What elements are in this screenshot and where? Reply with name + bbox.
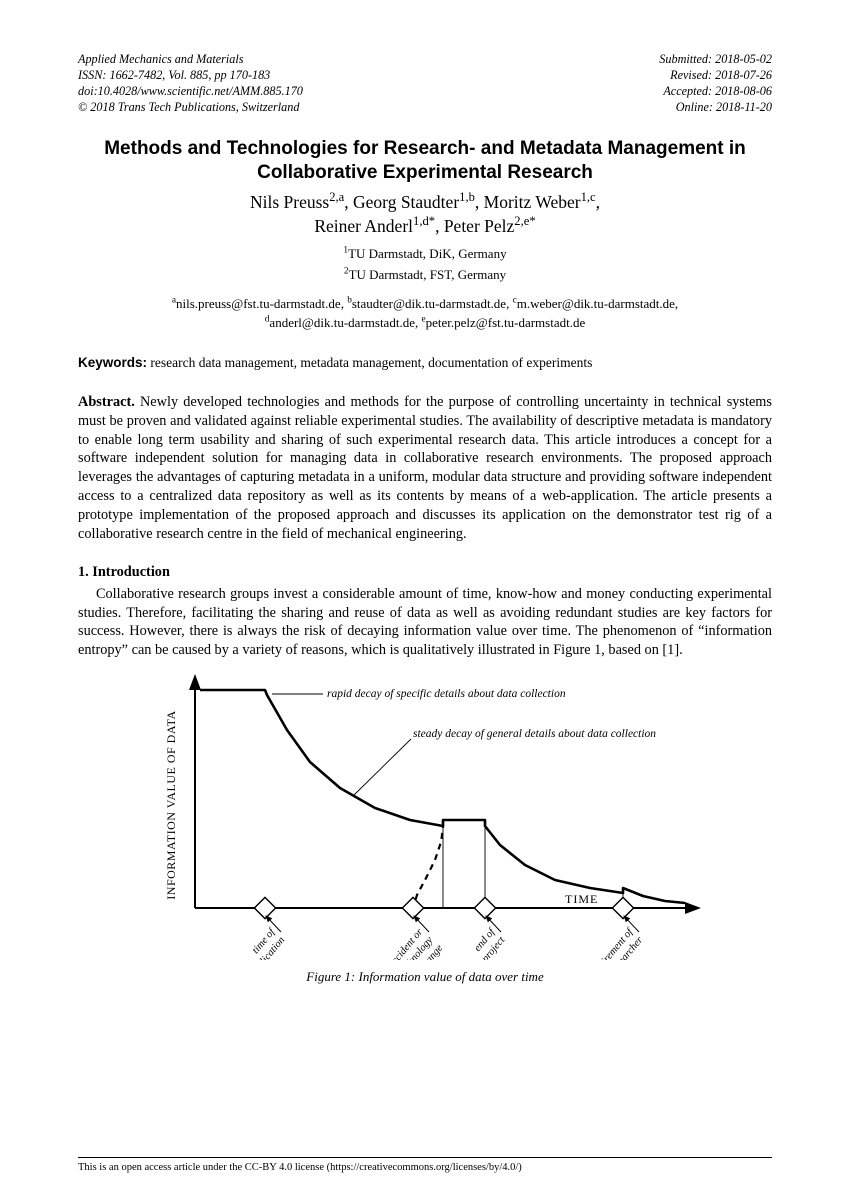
journal-name: Applied Mechanics and Materials: [78, 52, 303, 68]
figure-1: INFORMATION VALUE OF DATA TIME rapid dec…: [78, 670, 772, 985]
email-b: staudter@dik.tu-darmstadt.de: [352, 296, 506, 311]
annotation-leader-2: [353, 739, 411, 796]
email-d: anderl@dik.tu-darmstadt.de: [269, 315, 415, 330]
abstract: Abstract. Newly developed technologies a…: [78, 393, 772, 544]
copyright: © 2018 Trans Tech Publications, Switzerl…: [78, 100, 303, 116]
header-right: Submitted: 2018-05-02 Revised: 2018-07-2…: [659, 52, 772, 115]
author-5: Peter Pelz2,e*: [444, 216, 536, 236]
abstract-label: Abstract.: [78, 394, 135, 410]
affiliations: 1TU Darmstadt, DiK, Germany 2TU Darmstad…: [78, 244, 772, 286]
revised-date: Revised: 2018-07-26: [659, 68, 772, 84]
section-1-heading: 1. Introduction: [78, 564, 772, 581]
accepted-date: Accepted: 2018-08-06: [659, 84, 772, 100]
author-3: Moritz Weber1,c: [484, 192, 596, 212]
email-a: nils.preuss@fst.tu-darmstadt.de: [176, 296, 341, 311]
annotation-rapid: rapid decay of specific details about da…: [327, 688, 566, 700]
authors-block: Nils Preuss2,a, Georg Staudter1,b, Morit…: [78, 191, 772, 238]
license-footer: This is an open access article under the…: [78, 1157, 772, 1173]
x-axis-label: TIME: [565, 892, 598, 906]
figure-1-caption: Figure 1: Information value of data over…: [78, 969, 772, 985]
section-1-paragraph: Collaborative research groups invest a c…: [78, 585, 772, 660]
affiliation-1: 1TU Darmstadt, DiK, Germany: [78, 244, 772, 265]
keywords: Keywords: research data management, meta…: [78, 355, 772, 371]
event-labels: time of publication accident or technolo…: [247, 925, 645, 960]
email-e: peter.pelz@fst.tu-darmstadt.de: [426, 315, 586, 330]
abstract-text: Newly developed technologies and methods…: [78, 394, 772, 542]
doi: doi:10.4028/www.scientific.net/AMM.885.1…: [78, 84, 303, 100]
header-left: Applied Mechanics and Materials ISSN: 16…: [78, 52, 303, 115]
email-c: m.weber@dik.tu-darmstadt.de: [517, 296, 675, 311]
author-2: Georg Staudter1,b: [353, 192, 475, 212]
annotation-steady: steady decay of general details about da…: [413, 728, 656, 740]
info-value-dashed-branch: [413, 822, 443, 908]
affiliation-2: 2TU Darmstadt, FST, Germany: [78, 265, 772, 286]
page-header: Applied Mechanics and Materials ISSN: 16…: [78, 52, 772, 115]
y-axis-label: INFORMATION VALUE OF DATA: [164, 710, 178, 899]
author-1: Nils Preuss2,a: [250, 192, 344, 212]
paper-title: Methods and Technologies for Research- a…: [78, 137, 772, 185]
keywords-text: research data management, metadata manag…: [147, 355, 592, 370]
title-line-2: Collaborative Experimental Research: [257, 162, 593, 183]
info-value-curve: [200, 690, 685, 903]
author-4: Reiner Anderl1,d*: [314, 216, 435, 236]
emails-block: anils.preuss@fst.tu-darmstadt.de, bstaud…: [78, 294, 772, 333]
submitted-date: Submitted: 2018-05-02: [659, 52, 772, 68]
issn-vol: ISSN: 1662-7482, Vol. 885, pp 170-183: [78, 68, 303, 84]
figure-1-svg: INFORMATION VALUE OF DATA TIME rapid dec…: [145, 670, 705, 960]
event-arrows: [266, 916, 639, 932]
keywords-label: Keywords:: [78, 355, 147, 370]
title-line-1: Methods and Technologies for Research- a…: [104, 138, 746, 159]
online-date: Online: 2018-11-20: [659, 100, 772, 116]
